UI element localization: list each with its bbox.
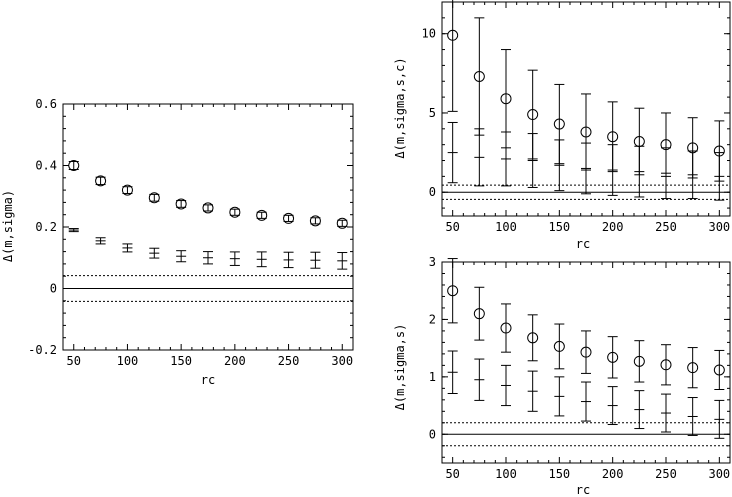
y-tick-label-bottom-right: 2 [429, 312, 436, 326]
y-tick-label-top-right: 0 [429, 185, 436, 199]
x-tick-label-left: 300 [331, 354, 353, 368]
x-tick-label-top-right: 200 [602, 220, 624, 234]
data-point-circle-left [148, 192, 160, 204]
y-tick-label-left: -0.2 [28, 343, 57, 357]
x-tick-label-bottom-right: 100 [495, 467, 517, 481]
data-point-circle-bottom-right [473, 308, 485, 320]
y-axis-label-left: Δ(m,sigma) [1, 190, 15, 262]
y-tick-label-bottom-right: 0 [429, 427, 436, 441]
panel-top-right: Δ(m,sigma,s,c) rc 50 100 150 200 250 300 0 5 10 [393, 0, 731, 251]
data-point-circle-left [336, 217, 348, 229]
x-tick-label-bottom-right: 250 [655, 467, 677, 481]
data-point-circle-bottom-right [447, 285, 459, 297]
x-axis-label-bottom-right: rc [576, 483, 590, 497]
data-point-circle-left [309, 215, 321, 227]
y-axis-label-top-right: Δ(m,sigma,s,c) [393, 57, 407, 158]
data-point-circle-left [68, 160, 80, 171]
x-tick-label-bottom-right: 50 [445, 467, 459, 481]
x-axis-label-top-right: rc [576, 237, 590, 251]
data-point-circle-bottom-right [580, 346, 592, 358]
data-point-circle-left [175, 198, 187, 210]
data-point-circle-bottom-right [527, 332, 539, 344]
panel-bottom-right: Δ(m,sigma,s) rc 50 100 150 200 250 300 0 1 2 3 [393, 255, 731, 497]
data-point-circle-left [283, 212, 295, 224]
x-tick-label-top-right: 50 [445, 220, 459, 234]
y-tick-label-top-right: 10 [422, 27, 436, 41]
x-tick-label-top-right: 300 [708, 220, 730, 234]
x-tick-label-top-right: 250 [655, 220, 677, 234]
data-point-circle-left [121, 184, 133, 196]
data-point-circle-left [229, 206, 241, 218]
plot-frame-left [62, 103, 354, 351]
plot-frame-top-right [441, 1, 731, 217]
y-tick-label-bottom-right: 3 [429, 255, 436, 269]
y-axis-label-bottom-right: Δ(m,sigma,s) [393, 324, 407, 411]
y-tick-label-left: 0.2 [35, 220, 57, 234]
data-point-circle-top-right [553, 118, 565, 130]
x-tick-label-bottom-right: 300 [708, 467, 730, 481]
data-point-circle-left [95, 175, 107, 187]
data-point-circle-top-right [607, 131, 619, 143]
x-tick-label-left: 50 [67, 354, 81, 368]
y-tick-label-bottom-right: 1 [429, 370, 436, 384]
data-point-circle-top-right [500, 93, 512, 105]
data-point-circle-bottom-right [713, 364, 725, 376]
data-point-circle-top-right [527, 109, 539, 121]
data-point-circle-bottom-right [553, 340, 565, 352]
y-tick-label-left: 0.4 [35, 159, 57, 173]
y-tick-label-left: 0 [50, 282, 57, 296]
x-tick-label-left: 100 [117, 354, 139, 368]
x-tick-label-left: 150 [170, 354, 192, 368]
data-point-circle-left [256, 209, 268, 221]
data-point-circle-bottom-right [500, 322, 512, 334]
x-tick-label-bottom-right: 150 [548, 467, 570, 481]
data-point-circle-top-right [473, 71, 485, 83]
x-tick-label-bottom-right: 200 [602, 467, 624, 481]
data-point-circle-bottom-right [687, 362, 699, 374]
x-tick-label-left: 200 [224, 354, 246, 368]
x-tick-label-top-right: 100 [495, 220, 517, 234]
data-point-circle-bottom-right [660, 359, 672, 371]
panel-left: Δ(m,sigma) rc 50 100 150 200 250 300 -0.2 0 0.2 0… [1, 97, 354, 387]
data-point-circle-top-right [447, 29, 459, 41]
y-tick-label-left: 0.6 [35, 97, 57, 111]
x-axis-label-left: rc [201, 373, 215, 387]
x-tick-label-top-right: 150 [548, 220, 570, 234]
data-point-circle-bottom-right [633, 355, 645, 367]
x-tick-label-left: 250 [278, 354, 300, 368]
data-point-circle-bottom-right [607, 351, 619, 363]
data-point-circle-left [202, 202, 214, 214]
plot-frame-bottom-right [441, 261, 731, 464]
y-tick-label-top-right: 5 [429, 106, 436, 120]
data-point-circle-top-right [580, 126, 592, 138]
